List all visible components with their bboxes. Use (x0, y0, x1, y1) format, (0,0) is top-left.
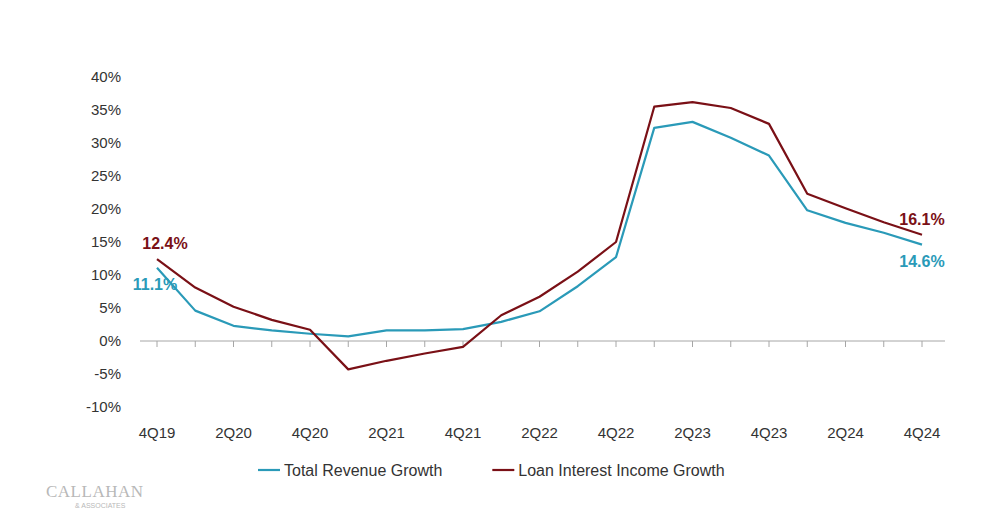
x-tick (769, 341, 770, 347)
data-label: 14.6% (899, 253, 944, 270)
legend: Total Revenue Growth Loan Interest Income… (258, 462, 725, 479)
x-tick (424, 341, 425, 347)
x-tick-label: 4Q19 (139, 424, 176, 441)
x-tick (348, 341, 349, 347)
y-tick-label: 20% (91, 200, 121, 217)
x-tick-label: 4Q20 (292, 424, 329, 441)
x-tick (271, 341, 272, 347)
series-line (157, 122, 922, 337)
series-line (157, 102, 922, 369)
x-axis-line (140, 341, 945, 342)
y-tick-label: -5% (94, 365, 121, 382)
x-tick (845, 341, 846, 347)
y-tick-label: 15% (91, 233, 121, 250)
x-tick-label: 4Q22 (598, 424, 635, 441)
x-tick (539, 341, 540, 347)
x-tick (654, 341, 655, 347)
logo-subtext: & ASSOCIATES (75, 502, 126, 509)
x-tick-label: 2Q21 (368, 424, 405, 441)
y-tick-label: 40% (91, 68, 121, 85)
x-tick-label: 2Q24 (827, 424, 864, 441)
y-tick-label: 0% (99, 332, 121, 349)
x-tick (577, 341, 578, 347)
chart: -10% -5% 0% 5% 10% 15% 20% 25% 30% 35% 40% 4Q19 2Q20… (0, 0, 1000, 519)
y-tick-label: -10% (86, 398, 121, 415)
legend-label: Loan Interest Income Growth (518, 462, 724, 479)
x-tick (692, 341, 693, 347)
x-tick-label: 4Q24 (904, 424, 941, 441)
x-tick (730, 341, 731, 347)
x-tick (233, 341, 234, 347)
x-tick (616, 341, 617, 347)
x-tick-label: 2Q22 (521, 424, 558, 441)
x-tick-label: 4Q23 (751, 424, 788, 441)
series-group (157, 102, 922, 369)
y-axis-line (140, 77, 141, 407)
x-tick (501, 341, 502, 347)
x-tick (922, 341, 923, 347)
y-tick-label: 35% (91, 101, 121, 118)
data-label: 11.1% (133, 276, 177, 293)
y-tick-label: 25% (91, 167, 121, 184)
legend-swatch (258, 469, 280, 471)
x-tick (195, 341, 196, 347)
y-tick-label: 5% (99, 299, 121, 316)
x-tick (157, 341, 158, 347)
data-label: 16.1% (899, 211, 944, 228)
x-tick (386, 341, 387, 347)
x-tick-label: 2Q20 (215, 424, 252, 441)
x-tick (807, 341, 808, 347)
x-tick (883, 341, 884, 347)
logo: CALLAHAN (46, 482, 144, 501)
legend-swatch (492, 469, 514, 471)
x-tick-label: 4Q21 (445, 424, 482, 441)
y-tick-label: 10% (91, 266, 121, 283)
x-tick (310, 341, 311, 347)
data-label: 12.4% (142, 235, 187, 252)
legend-label: Total Revenue Growth (284, 462, 442, 479)
x-tick-label: 2Q23 (674, 424, 711, 441)
y-tick-label: 30% (91, 134, 121, 151)
